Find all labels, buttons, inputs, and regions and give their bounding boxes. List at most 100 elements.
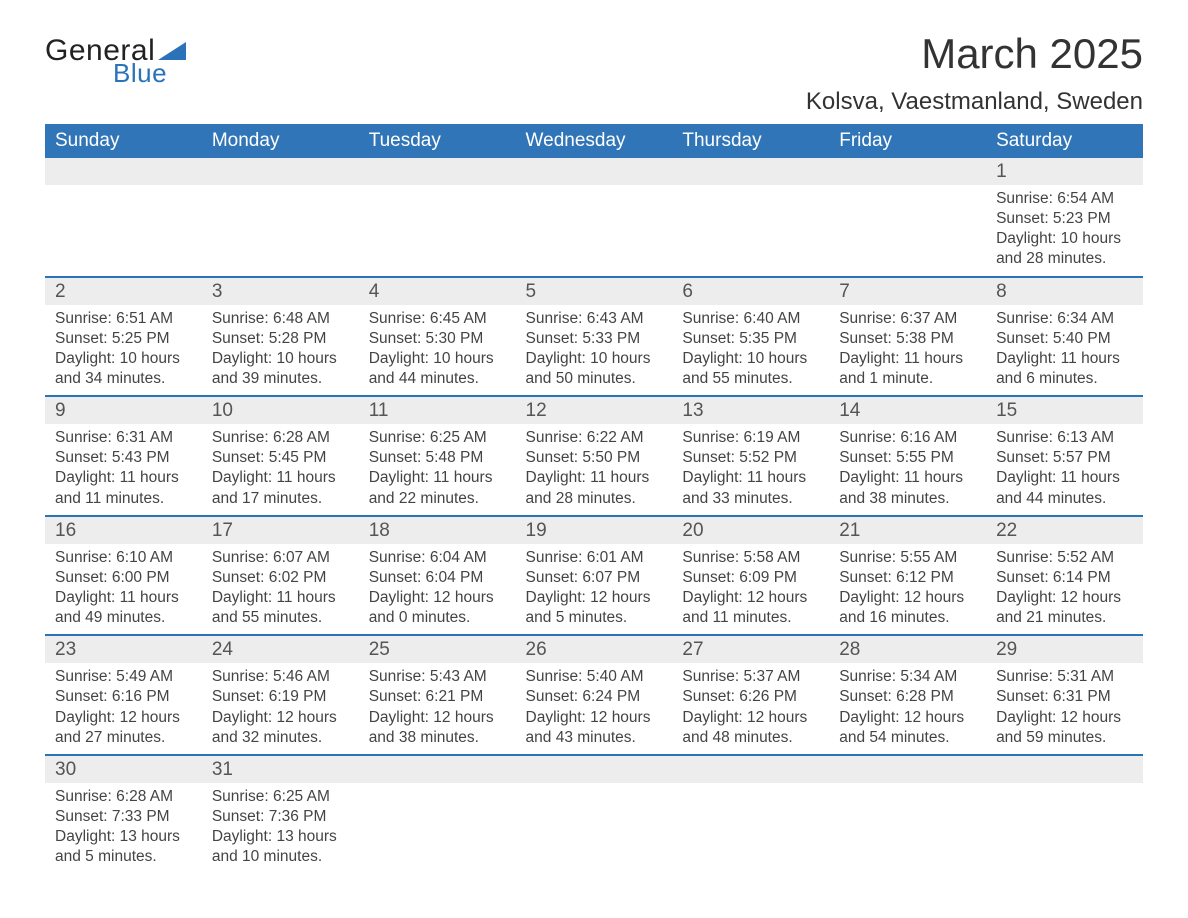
sunrise-text: Sunrise: 6:54 AM <box>996 189 1133 209</box>
day-number: 13 <box>672 395 829 424</box>
daylight-text: Daylight: 11 hours and 28 minutes. <box>526 468 663 508</box>
day-detail: Sunrise: 5:49 AMSunset: 6:16 PMDaylight:… <box>45 663 202 754</box>
sunrise-text: Sunrise: 6:10 AM <box>55 548 192 568</box>
sunrise-text: Sunrise: 5:43 AM <box>369 667 506 687</box>
sunset-text: Sunset: 6:26 PM <box>682 687 819 707</box>
daylight-text: Daylight: 10 hours and 34 minutes. <box>55 349 192 389</box>
day-number: 31 <box>202 754 359 783</box>
day-number: 25 <box>359 634 516 663</box>
page-title: March 2025 <box>806 30 1143 78</box>
daylight-text: Daylight: 12 hours and 27 minutes. <box>55 708 192 748</box>
day-number: 28 <box>829 634 986 663</box>
sunset-text: Sunset: 6:02 PM <box>212 568 349 588</box>
calendar-day-cell: 16Sunrise: 6:10 AMSunset: 6:00 PMDayligh… <box>45 515 202 635</box>
calendar-day-cell: 28Sunrise: 5:34 AMSunset: 6:28 PMDayligh… <box>829 634 986 754</box>
day-number: 19 <box>516 515 673 544</box>
sunrise-text: Sunrise: 5:46 AM <box>212 667 349 687</box>
day-number: 8 <box>986 276 1143 305</box>
calendar-week-row: 1Sunrise: 6:54 AMSunset: 5:23 PMDaylight… <box>45 158 1143 276</box>
day-number: 30 <box>45 754 202 783</box>
weekday-header: Monday <box>202 124 359 158</box>
sunrise-text: Sunrise: 5:37 AM <box>682 667 819 687</box>
day-number <box>672 158 829 185</box>
title-block: March 2025 Kolsva, Vaestmanland, Sweden <box>806 30 1143 116</box>
day-detail: Sunrise: 6:45 AMSunset: 5:30 PMDaylight:… <box>359 305 516 396</box>
day-number: 3 <box>202 276 359 305</box>
calendar-week-row: 2Sunrise: 6:51 AMSunset: 5:25 PMDaylight… <box>45 276 1143 396</box>
day-number <box>829 158 986 185</box>
calendar-day-cell <box>45 158 202 276</box>
calendar-day-cell: 23Sunrise: 5:49 AMSunset: 6:16 PMDayligh… <box>45 634 202 754</box>
day-detail: Sunrise: 6:51 AMSunset: 5:25 PMDaylight:… <box>45 305 202 396</box>
sunrise-text: Sunrise: 6:43 AM <box>526 309 663 329</box>
daylight-text: Daylight: 11 hours and 38 minutes. <box>839 468 976 508</box>
sunrise-text: Sunrise: 6:25 AM <box>212 787 349 807</box>
calendar-week-row: 9Sunrise: 6:31 AMSunset: 5:43 PMDaylight… <box>45 395 1143 515</box>
daylight-text: Daylight: 12 hours and 32 minutes. <box>212 708 349 748</box>
day-number <box>829 754 986 783</box>
sunset-text: Sunset: 6:12 PM <box>839 568 976 588</box>
day-number: 27 <box>672 634 829 663</box>
daylight-text: Daylight: 10 hours and 50 minutes. <box>526 349 663 389</box>
daylight-text: Daylight: 12 hours and 48 minutes. <box>682 708 819 748</box>
calendar-day-cell <box>359 754 516 874</box>
daylight-text: Daylight: 11 hours and 49 minutes. <box>55 588 192 628</box>
sunset-text: Sunset: 6:19 PM <box>212 687 349 707</box>
calendar-day-cell: 26Sunrise: 5:40 AMSunset: 6:24 PMDayligh… <box>516 634 673 754</box>
calendar-day-cell <box>202 158 359 276</box>
day-number <box>359 158 516 185</box>
daylight-text: Daylight: 10 hours and 55 minutes. <box>682 349 819 389</box>
calendar-day-cell: 10Sunrise: 6:28 AMSunset: 5:45 PMDayligh… <box>202 395 359 515</box>
sunrise-text: Sunrise: 6:01 AM <box>526 548 663 568</box>
calendar-day-cell: 2Sunrise: 6:51 AMSunset: 5:25 PMDaylight… <box>45 276 202 396</box>
location-subtitle: Kolsva, Vaestmanland, Sweden <box>806 88 1143 116</box>
sunset-text: Sunset: 6:14 PM <box>996 568 1133 588</box>
weekday-header: Saturday <box>986 124 1143 158</box>
sunrise-text: Sunrise: 6:16 AM <box>839 428 976 448</box>
day-detail: Sunrise: 6:07 AMSunset: 6:02 PMDaylight:… <box>202 544 359 635</box>
day-detail: Sunrise: 6:28 AMSunset: 7:33 PMDaylight:… <box>45 783 202 874</box>
day-number: 22 <box>986 515 1143 544</box>
daylight-text: Daylight: 12 hours and 38 minutes. <box>369 708 506 748</box>
sunset-text: Sunset: 6:24 PM <box>526 687 663 707</box>
day-detail: Sunrise: 6:22 AMSunset: 5:50 PMDaylight:… <box>516 424 673 515</box>
day-number: 6 <box>672 276 829 305</box>
calendar-week-row: 30Sunrise: 6:28 AMSunset: 7:33 PMDayligh… <box>45 754 1143 874</box>
daylight-text: Daylight: 11 hours and 33 minutes. <box>682 468 819 508</box>
sunrise-text: Sunrise: 5:58 AM <box>682 548 819 568</box>
day-number <box>672 754 829 783</box>
sunset-text: Sunset: 5:35 PM <box>682 329 819 349</box>
sunset-text: Sunset: 6:31 PM <box>996 687 1133 707</box>
day-number: 18 <box>359 515 516 544</box>
sunset-text: Sunset: 6:07 PM <box>526 568 663 588</box>
day-detail: Sunrise: 5:46 AMSunset: 6:19 PMDaylight:… <box>202 663 359 754</box>
sunset-text: Sunset: 6:09 PM <box>682 568 819 588</box>
sunrise-text: Sunrise: 6:28 AM <box>55 787 192 807</box>
calendar-day-cell <box>829 158 986 276</box>
weekday-header: Sunday <box>45 124 202 158</box>
calendar-day-cell: 17Sunrise: 6:07 AMSunset: 6:02 PMDayligh… <box>202 515 359 635</box>
day-number: 24 <box>202 634 359 663</box>
sunset-text: Sunset: 5:23 PM <box>996 209 1133 229</box>
daylight-text: Daylight: 10 hours and 39 minutes. <box>212 349 349 389</box>
daylight-text: Daylight: 11 hours and 1 minute. <box>839 349 976 389</box>
calendar-day-cell: 15Sunrise: 6:13 AMSunset: 5:57 PMDayligh… <box>986 395 1143 515</box>
sunset-text: Sunset: 5:38 PM <box>839 329 976 349</box>
calendar-day-cell <box>672 754 829 874</box>
daylight-text: Daylight: 13 hours and 5 minutes. <box>55 827 192 867</box>
calendar-day-cell: 5Sunrise: 6:43 AMSunset: 5:33 PMDaylight… <box>516 276 673 396</box>
day-detail: Sunrise: 5:43 AMSunset: 6:21 PMDaylight:… <box>359 663 516 754</box>
day-number: 29 <box>986 634 1143 663</box>
weekday-header-row: Sunday Monday Tuesday Wednesday Thursday… <box>45 124 1143 158</box>
day-number: 20 <box>672 515 829 544</box>
weekday-header: Friday <box>829 124 986 158</box>
sunset-text: Sunset: 5:28 PM <box>212 329 349 349</box>
calendar-day-cell: 19Sunrise: 6:01 AMSunset: 6:07 PMDayligh… <box>516 515 673 635</box>
day-detail: Sunrise: 6:19 AMSunset: 5:52 PMDaylight:… <box>672 424 829 515</box>
sunset-text: Sunset: 5:48 PM <box>369 448 506 468</box>
day-detail: Sunrise: 6:16 AMSunset: 5:55 PMDaylight:… <box>829 424 986 515</box>
day-number: 11 <box>359 395 516 424</box>
calendar-day-cell: 8Sunrise: 6:34 AMSunset: 5:40 PMDaylight… <box>986 276 1143 396</box>
day-detail: Sunrise: 5:31 AMSunset: 6:31 PMDaylight:… <box>986 663 1143 754</box>
sunset-text: Sunset: 5:33 PM <box>526 329 663 349</box>
